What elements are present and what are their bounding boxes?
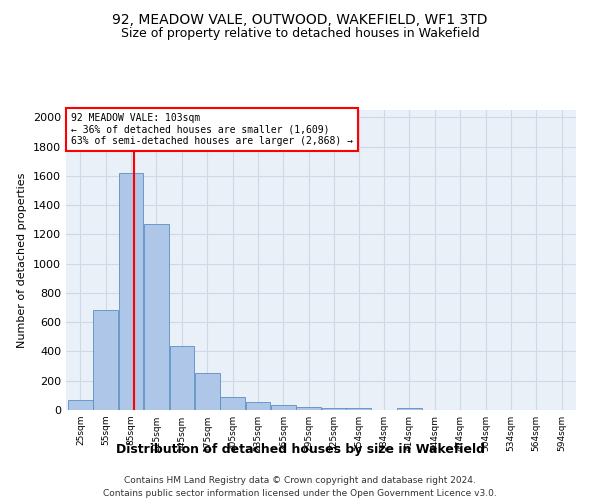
Text: Distribution of detached houses by size in Wakefield: Distribution of detached houses by size …: [115, 442, 485, 456]
Text: Contains public sector information licensed under the Open Government Licence v3: Contains public sector information licen…: [103, 489, 497, 498]
Bar: [322, 408, 346, 410]
Text: 92, MEADOW VALE, OUTWOOD, WAKEFIELD, WF1 3TD: 92, MEADOW VALE, OUTWOOD, WAKEFIELD, WF1…: [112, 12, 488, 26]
Bar: [271, 405, 296, 410]
Bar: [346, 408, 371, 410]
Text: 92 MEADOW VALE: 103sqm
← 36% of detached houses are smaller (1,609)
63% of semi-: 92 MEADOW VALE: 103sqm ← 36% of detached…: [71, 113, 353, 146]
Bar: [170, 346, 194, 410]
Bar: [119, 173, 143, 410]
Bar: [246, 402, 270, 410]
Text: Contains HM Land Registry data © Crown copyright and database right 2024.: Contains HM Land Registry data © Crown c…: [124, 476, 476, 485]
Bar: [144, 224, 169, 410]
Bar: [68, 400, 92, 410]
Bar: [195, 374, 220, 410]
Bar: [94, 310, 118, 410]
Bar: [296, 407, 321, 410]
Bar: [397, 408, 422, 410]
Y-axis label: Number of detached properties: Number of detached properties: [17, 172, 28, 348]
Bar: [220, 397, 245, 410]
Text: Size of property relative to detached houses in Wakefield: Size of property relative to detached ho…: [121, 28, 479, 40]
